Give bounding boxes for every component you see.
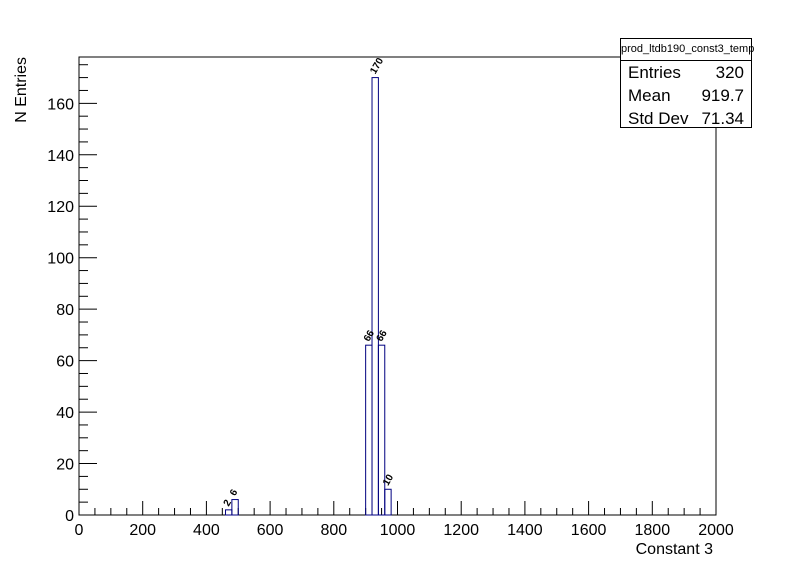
y-tick-label: 20: [56, 457, 74, 474]
y-tick-label: 160: [47, 96, 74, 113]
histogram-bar: [377, 344, 386, 516]
histogram-bar: [231, 499, 239, 516]
bin-value-label: 10: [381, 472, 396, 488]
histogram-bar: [371, 77, 379, 516]
stats-value: 71.34: [701, 109, 744, 128]
stats-label: Std Dev: [628, 109, 689, 128]
x-tick-label: 800: [320, 522, 347, 539]
bin-value-label: 66: [375, 328, 390, 344]
stats-title: prod_ltdb190_const3_temp: [621, 39, 754, 61]
bin-value-label: 66: [362, 328, 377, 344]
x-tick-label: 200: [129, 522, 156, 539]
stats-row-mean: Mean 919.7: [621, 84, 751, 107]
stats-row-entries: Entries 320: [621, 61, 751, 84]
stats-label: Mean: [628, 86, 671, 105]
y-tick-label: 40: [56, 405, 74, 422]
histogram-bar: [225, 509, 233, 516]
x-axis-label: Constant 3: [636, 541, 713, 558]
y-tick-label: 60: [56, 354, 74, 371]
x-tick-label: 1800: [635, 522, 671, 539]
y-tick-label: 100: [47, 251, 74, 268]
x-tick-label: 2000: [698, 522, 734, 539]
y-tick-label: 140: [47, 148, 74, 165]
stats-label: Entries: [628, 63, 681, 82]
histogram-bar: [365, 344, 373, 516]
x-tick-label: 0: [75, 522, 84, 539]
stats-row-stddev: Std Dev 71.34: [621, 107, 751, 130]
x-tick-label: 1400: [507, 522, 543, 539]
y-tick-label: 0: [65, 508, 74, 525]
bin-value-label: 170: [368, 56, 386, 76]
x-axis-ticks: 0 200 400 600 800 1000 1200 1400 1600 1800 2000: [75, 501, 734, 539]
histogram-bars: [225, 77, 392, 516]
y-tick-label: 120: [47, 199, 74, 216]
y-axis-label: N Entries: [13, 57, 30, 123]
x-tick-label: 1000: [380, 522, 416, 539]
x-tick-label: 400: [193, 522, 220, 539]
stats-value: 320: [715, 63, 744, 82]
x-tick-label: 600: [257, 522, 284, 539]
stats-box: prod_ltdb190_const3_temp Entries 320 Mea…: [620, 38, 754, 130]
y-tick-label: 80: [56, 302, 74, 319]
histogram-bar: [384, 488, 392, 516]
y-axis-ticks: 0 20 40 60 80 100 120 140 160: [47, 64, 97, 525]
x-tick-label: 1600: [571, 522, 607, 539]
bin-value-label: 2: [222, 498, 235, 509]
stats-value: 919.7: [701, 86, 744, 105]
x-tick-label: 1200: [443, 522, 479, 539]
bin-value-label: 6: [228, 487, 241, 498]
